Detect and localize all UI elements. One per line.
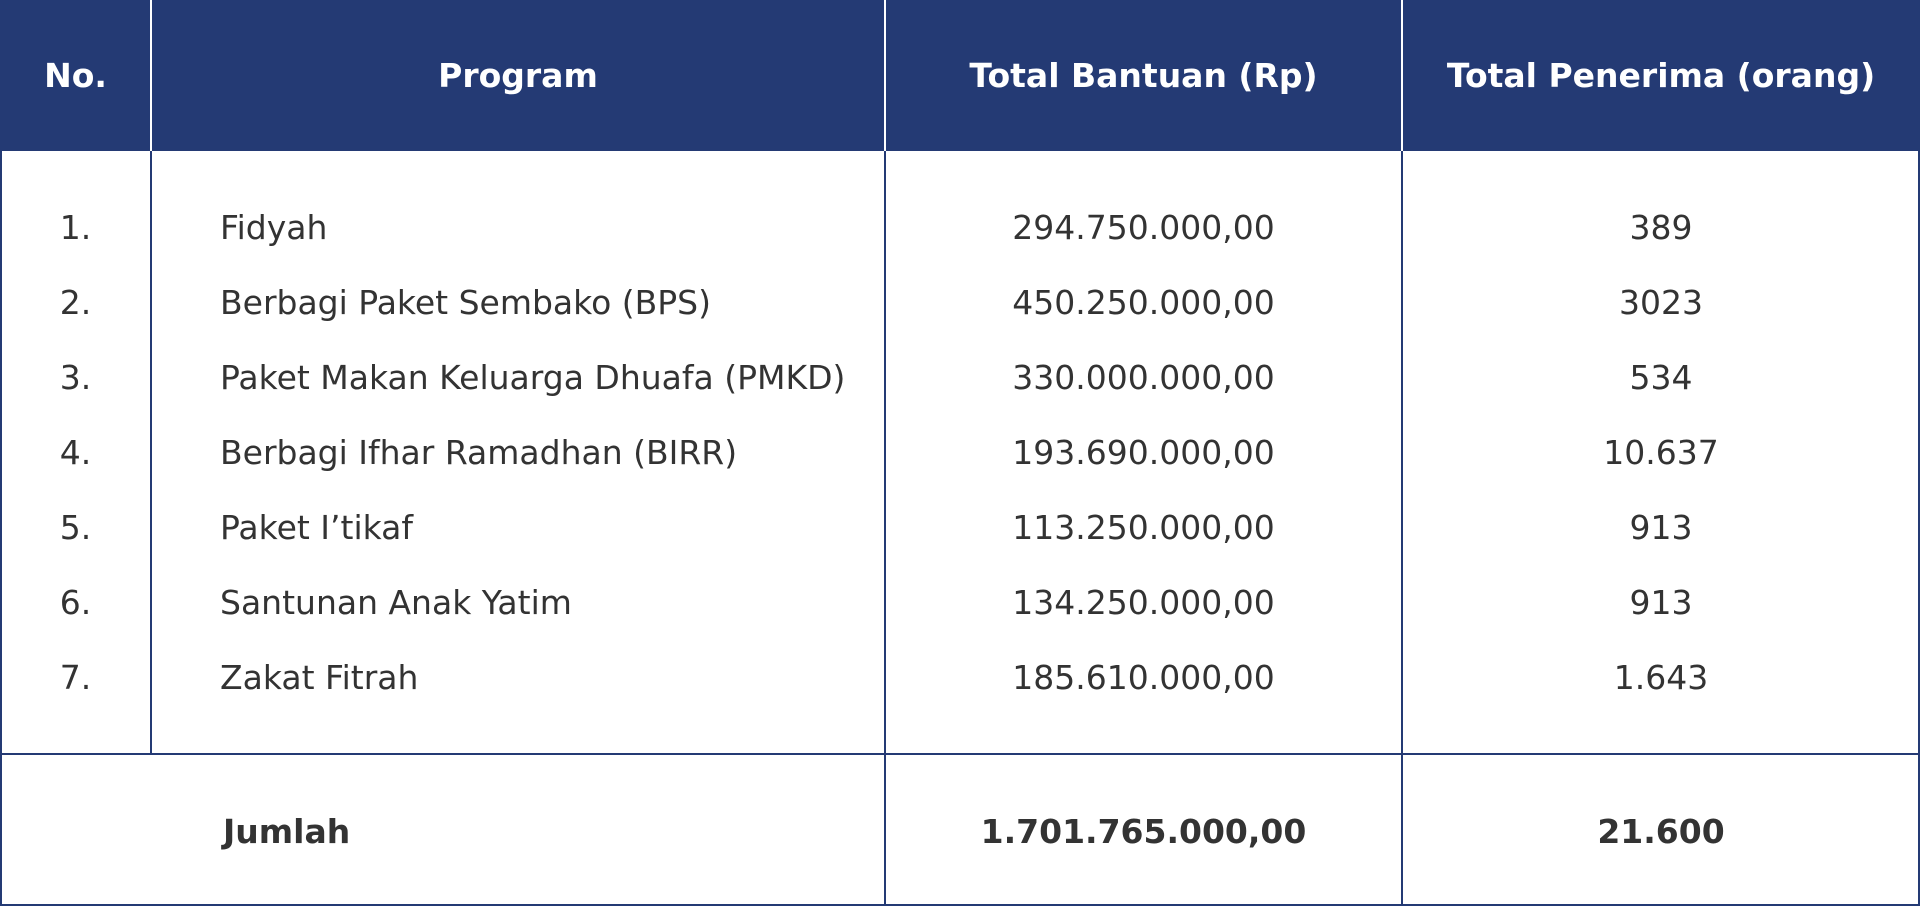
row-number: 3.	[59, 357, 92, 397]
border	[0, 753, 1920, 755]
header-separator	[884, 0, 886, 151]
row-number: 7.	[59, 657, 92, 697]
border	[1401, 151, 1403, 906]
total-penerima: 913	[1629, 507, 1693, 547]
header-cell: Total Penerima (orang)	[1446, 56, 1876, 95]
footer-label: Jumlah	[223, 811, 351, 851]
header-separator	[150, 0, 152, 151]
row-number: 6.	[59, 582, 92, 622]
header-separator	[1401, 0, 1403, 151]
total-bantuan: 193.690.000,00	[1012, 432, 1275, 472]
border	[0, 151, 2, 906]
footer-total: 21.600	[1597, 811, 1725, 851]
border	[0, 904, 1920, 906]
total-bantuan: 185.610.000,00	[1012, 657, 1275, 697]
border	[1918, 151, 1920, 906]
total-bantuan: 330.000.000,00	[1012, 357, 1275, 397]
header-bar	[0, 0, 1920, 151]
program-name: Berbagi Paket Sembako (BPS)	[220, 282, 712, 322]
total-penerima: 913	[1629, 582, 1693, 622]
total-penerima: 10.637	[1603, 432, 1719, 472]
program-name: Zakat Fitrah	[220, 657, 419, 697]
row-number: 1.	[59, 207, 92, 247]
row-number: 5.	[59, 507, 92, 547]
total-penerima: 389	[1629, 207, 1693, 247]
header-cell: No.	[44, 56, 107, 95]
footer-total: 1.701.765.000,00	[980, 811, 1307, 851]
program-name: Fidyah	[220, 207, 328, 247]
total-penerima: 1.643	[1613, 657, 1709, 697]
program-name: Paket I’tikaf	[220, 507, 414, 547]
program-name: Berbagi Ifhar Ramadhan (BIRR)	[220, 432, 738, 472]
row-number: 4.	[59, 432, 92, 472]
header-cell: Program	[438, 56, 598, 95]
total-penerima: 3023	[1619, 282, 1703, 322]
row-number: 2.	[59, 282, 92, 322]
border	[150, 151, 152, 754]
total-bantuan: 450.250.000,00	[1012, 282, 1275, 322]
total-bantuan: 294.750.000,00	[1012, 207, 1275, 247]
border	[884, 151, 886, 906]
program-name: Paket Makan Keluarga Dhuafa (PMKD)	[220, 357, 846, 397]
total-bantuan: 134.250.000,00	[1012, 582, 1275, 622]
total-bantuan: 113.250.000,00	[1012, 507, 1275, 547]
header-cell: Total Bantuan (Rp)	[969, 56, 1318, 95]
total-penerima: 534	[1629, 357, 1693, 397]
program-name: Santunan Anak Yatim	[220, 582, 572, 622]
